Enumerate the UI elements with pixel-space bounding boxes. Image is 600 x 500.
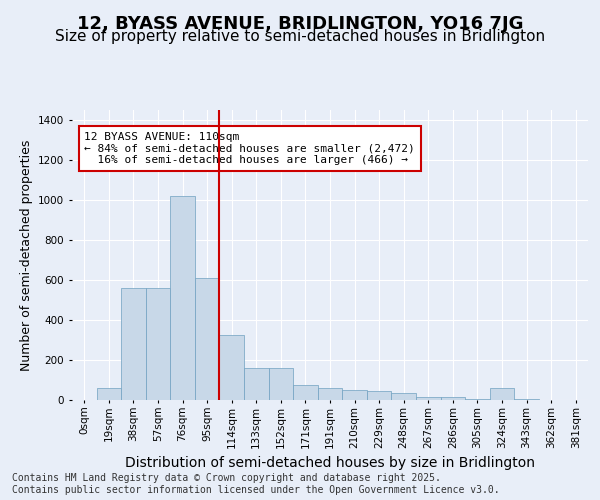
Text: 12 BYASS AVENUE: 110sqm
← 84% of semi-detached houses are smaller (2,472)
  16% : 12 BYASS AVENUE: 110sqm ← 84% of semi-de… <box>84 132 415 165</box>
Bar <box>170 196 195 400</box>
Y-axis label: Number of semi-detached properties: Number of semi-detached properties <box>20 140 32 370</box>
Bar <box>244 368 269 400</box>
Bar <box>416 397 440 400</box>
Bar <box>367 391 391 400</box>
Bar <box>269 368 293 400</box>
Text: Size of property relative to semi-detached houses in Bridlington: Size of property relative to semi-detach… <box>55 29 545 44</box>
Bar <box>220 335 244 400</box>
Text: 12, BYASS AVENUE, BRIDLINGTON, YO16 7JG: 12, BYASS AVENUE, BRIDLINGTON, YO16 7JG <box>77 15 523 33</box>
Bar <box>121 288 146 400</box>
Bar <box>514 399 539 400</box>
Text: Contains HM Land Registry data © Crown copyright and database right 2025.
Contai: Contains HM Land Registry data © Crown c… <box>12 474 500 495</box>
Bar <box>391 393 416 400</box>
Bar <box>318 388 342 400</box>
Bar <box>490 388 514 400</box>
X-axis label: Distribution of semi-detached houses by size in Bridlington: Distribution of semi-detached houses by … <box>125 456 535 470</box>
Bar <box>97 388 121 400</box>
Bar <box>293 385 318 400</box>
Bar <box>195 278 220 400</box>
Bar <box>440 397 465 400</box>
Bar <box>146 288 170 400</box>
Bar <box>342 390 367 400</box>
Bar <box>465 399 490 400</box>
